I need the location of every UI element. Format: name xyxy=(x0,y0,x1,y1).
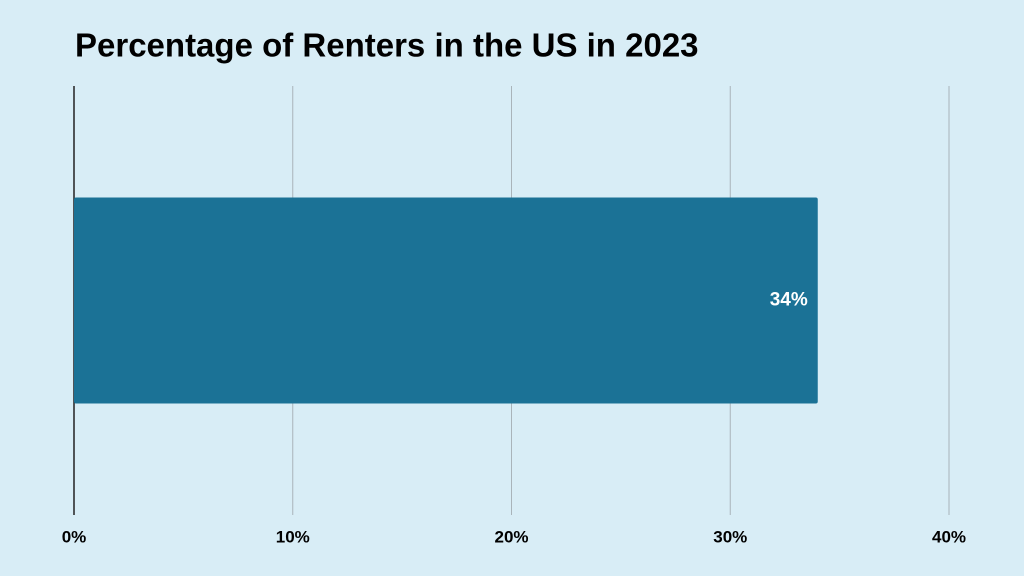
bar xyxy=(74,197,818,404)
chart-title: Percentage of Renters in the US in 2023 xyxy=(75,27,699,64)
x-tick-label: 30% xyxy=(713,527,747,546)
x-tick-label: 10% xyxy=(276,527,310,546)
value-label: 34% xyxy=(770,290,808,311)
x-tick-label: 40% xyxy=(932,527,966,546)
x-tick-label: 20% xyxy=(494,527,528,546)
x-tick-label: 0% xyxy=(62,527,87,546)
